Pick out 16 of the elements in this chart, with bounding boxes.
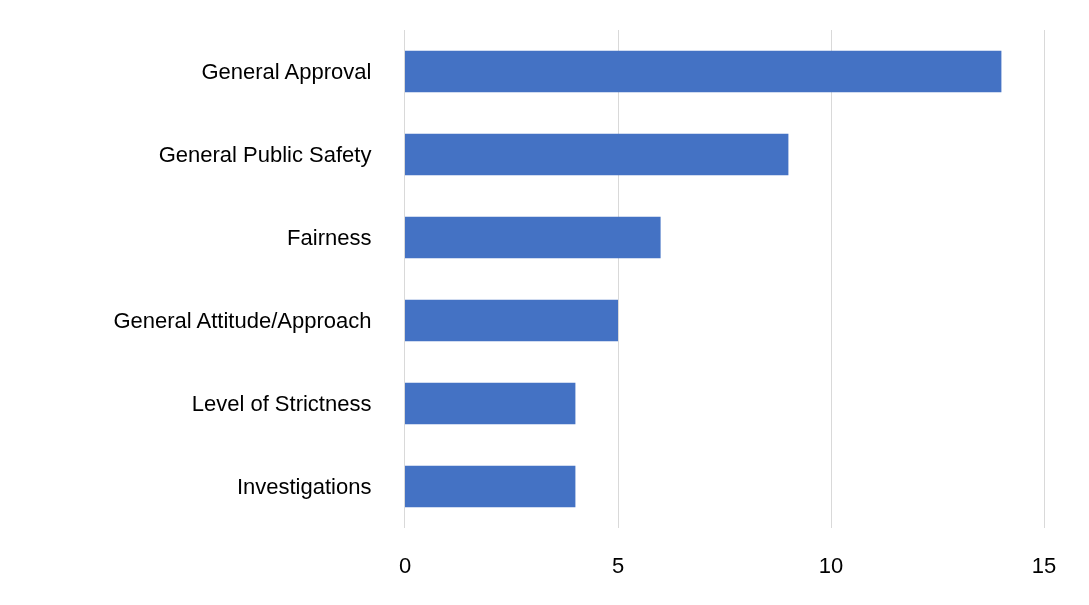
y-tick-label: General Attitude/Approach xyxy=(113,308,372,334)
bar xyxy=(405,382,576,425)
y-tick-label: Level of Strictness xyxy=(191,391,372,417)
x-tick-label: 10 xyxy=(818,553,844,578)
x-tick-label: 15 xyxy=(1031,553,1057,578)
y-tick-label: General Approval xyxy=(201,59,372,85)
y-tick-label: Fairness xyxy=(287,225,372,251)
bar xyxy=(405,216,661,259)
bar xyxy=(405,299,618,342)
y-tick-label: Investigations xyxy=(236,474,372,500)
bar xyxy=(405,465,576,508)
x-tick-label: 0 xyxy=(398,553,412,578)
x-tick-label: 5 xyxy=(611,553,625,578)
bar xyxy=(405,133,789,176)
y-tick-label: General Public Safety xyxy=(158,142,372,168)
bar xyxy=(405,50,1002,93)
